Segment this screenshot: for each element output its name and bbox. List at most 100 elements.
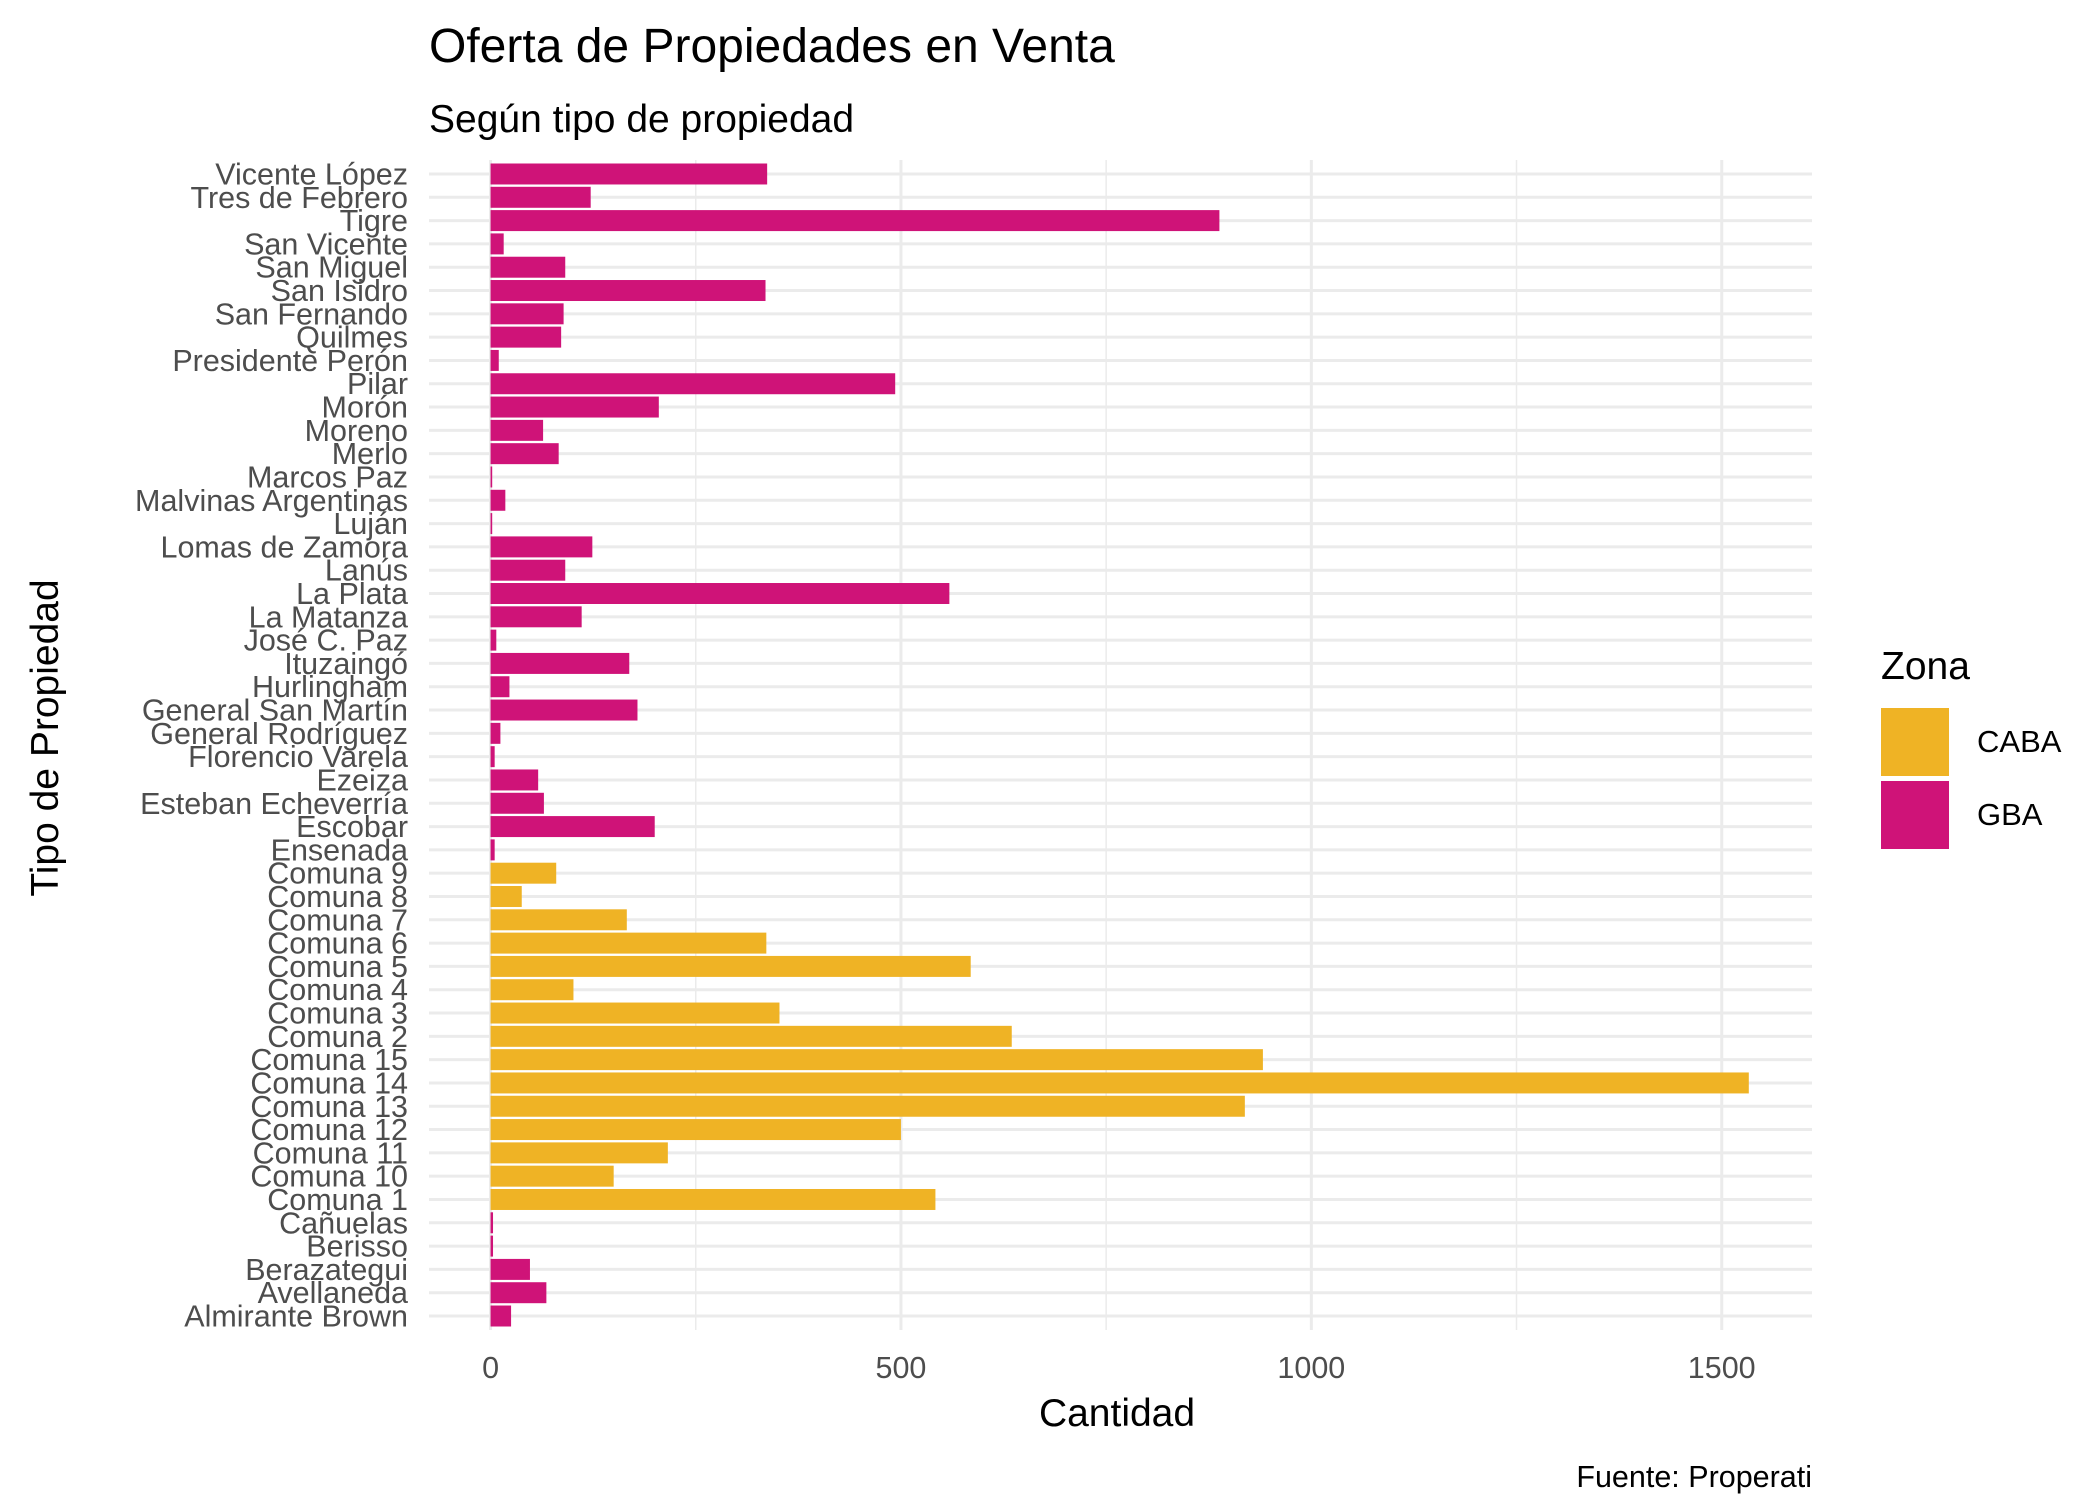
bar-san-isidro bbox=[490, 280, 766, 302]
bar-comuna-9 bbox=[490, 862, 557, 884]
category-label: Berazategui bbox=[245, 1253, 408, 1287]
category-label: San Vicente bbox=[244, 227, 408, 261]
category-label: Tigre bbox=[340, 204, 408, 238]
bar-moron bbox=[490, 396, 659, 418]
category-label: Comuna 8 bbox=[267, 880, 408, 914]
category-label: Quilmes bbox=[296, 321, 408, 355]
bar-comuna-10 bbox=[490, 1165, 614, 1187]
legend-title: Zona bbox=[1881, 645, 1970, 688]
category-label: Comuna 5 bbox=[267, 950, 408, 984]
bar-pilar bbox=[490, 373, 896, 395]
bar-moreno bbox=[490, 419, 544, 441]
bar-la-matanza bbox=[490, 606, 582, 628]
bar-la-plata bbox=[490, 583, 950, 604]
bar-florencio-varela bbox=[490, 746, 495, 768]
bar-escobar bbox=[490, 816, 655, 838]
category-label: Florencio Varela bbox=[188, 740, 408, 774]
bar-comuna-6 bbox=[490, 932, 767, 954]
category-label: Marcos Paz bbox=[247, 460, 408, 494]
category-label: Tres de Febrero bbox=[190, 181, 408, 215]
bar-almirante-brown bbox=[490, 1305, 512, 1327]
category-label: Comuna 4 bbox=[267, 973, 408, 1007]
category-label: Presidente Perón bbox=[172, 344, 408, 378]
category-label: La Matanza bbox=[249, 600, 408, 634]
category-label: Comuna 3 bbox=[267, 997, 408, 1031]
category-label: Comuna 9 bbox=[267, 857, 408, 891]
category-label: Comuna 13 bbox=[250, 1090, 408, 1124]
bar-berisso bbox=[490, 1235, 494, 1257]
category-label: Almirante Brown bbox=[184, 1300, 408, 1334]
bar-comuna-12 bbox=[490, 1119, 901, 1141]
category-label: Avellaneda bbox=[258, 1276, 408, 1310]
category-label: General Rodríguez bbox=[150, 717, 408, 751]
category-label: Lanús bbox=[325, 554, 408, 588]
category-label: General San Martín bbox=[142, 694, 408, 728]
bar-berazategui bbox=[490, 1258, 530, 1280]
bar-comuna-2 bbox=[490, 1025, 1012, 1047]
category-label: Comuna 1 bbox=[267, 1183, 408, 1217]
legend-label-gba: GBA bbox=[1977, 797, 2043, 832]
bar-comuna-13 bbox=[490, 1095, 1245, 1117]
bar-malvinas-argentinas bbox=[490, 489, 506, 511]
bar-comuna-1 bbox=[490, 1188, 936, 1210]
bar-presidente-peron bbox=[490, 349, 499, 371]
bar-comuna-15 bbox=[490, 1049, 1263, 1071]
x-tick-label: 1000 bbox=[1277, 1351, 1345, 1385]
category-label: Cañuelas bbox=[279, 1206, 408, 1240]
bar-ensenada bbox=[490, 839, 495, 861]
bar-lomas-de-zamora bbox=[490, 536, 593, 558]
category-label: La Plata bbox=[296, 577, 408, 611]
x-tick-label: 0 bbox=[482, 1351, 499, 1385]
category-label: Moreno bbox=[305, 414, 408, 448]
category-label: Escobar bbox=[296, 810, 408, 844]
bar-hurlingham bbox=[490, 676, 510, 698]
bar-comuna-7 bbox=[490, 909, 627, 931]
y-axis-title: Tipo de Propiedad bbox=[24, 579, 67, 896]
category-label: Malvinas Argentinas bbox=[135, 484, 408, 518]
category-label: San Miguel bbox=[255, 251, 408, 285]
bar-san-fernando bbox=[490, 303, 564, 325]
chart-caption: Fuente: Properati bbox=[1576, 1460, 1812, 1494]
category-label: Ezeiza bbox=[316, 763, 408, 797]
category-label: Comuna 11 bbox=[253, 1136, 408, 1170]
bar-general-rodriguez bbox=[490, 722, 501, 744]
bar-ituzaingo bbox=[490, 652, 630, 674]
bar-san-miguel bbox=[490, 256, 566, 278]
category-label: Luján bbox=[333, 507, 408, 541]
category-label: Comuna 10 bbox=[250, 1160, 408, 1194]
bar-comuna-3 bbox=[490, 1002, 780, 1024]
category-label: Vicente López bbox=[215, 157, 408, 191]
category-label: Berisso bbox=[306, 1230, 408, 1264]
category-label: Comuna 2 bbox=[267, 1020, 408, 1054]
category-label: Ensenada bbox=[271, 833, 408, 867]
bar-esteban-echeverria bbox=[490, 792, 544, 814]
category-label: Hurlingham bbox=[252, 670, 408, 704]
legend: Zona CABA GBA bbox=[1881, 645, 2062, 849]
bar-comuna-14 bbox=[490, 1072, 1749, 1094]
bar-jose-c-paz bbox=[490, 629, 497, 651]
category-label: Lomas de Zamora bbox=[161, 530, 409, 564]
category-label: José C. Paz bbox=[244, 624, 408, 658]
chart-subtitle: Según tipo de propiedad bbox=[429, 98, 854, 141]
category-label: Comuna 14 bbox=[250, 1066, 408, 1100]
category-labels: Almirante BrownAvellanedaBerazateguiBeri… bbox=[135, 157, 408, 1333]
category-label: Comuna 6 bbox=[267, 927, 408, 961]
bar-avellaneda bbox=[490, 1282, 547, 1304]
bar-comuna-11 bbox=[490, 1142, 668, 1164]
x-tick-label: 500 bbox=[875, 1351, 926, 1385]
grid-lines bbox=[429, 160, 1812, 1330]
category-label: Morón bbox=[322, 391, 408, 425]
legend-label-caba: CABA bbox=[1977, 724, 2062, 759]
legend-key-caba bbox=[1881, 708, 1949, 776]
bar-quilmes bbox=[490, 326, 562, 348]
category-label: Merlo bbox=[332, 437, 408, 471]
x-tick-label: 1500 bbox=[1688, 1351, 1756, 1385]
bar-vicente-lopez bbox=[490, 163, 768, 185]
x-axis-title: Cantidad bbox=[1039, 1392, 1195, 1435]
bar-general-san-martin bbox=[490, 699, 638, 721]
bar-tres-de-febrero bbox=[490, 186, 591, 208]
bar-marcos-paz bbox=[490, 466, 493, 488]
category-label: Comuna 12 bbox=[250, 1113, 408, 1147]
bar-tigre bbox=[490, 210, 1220, 232]
